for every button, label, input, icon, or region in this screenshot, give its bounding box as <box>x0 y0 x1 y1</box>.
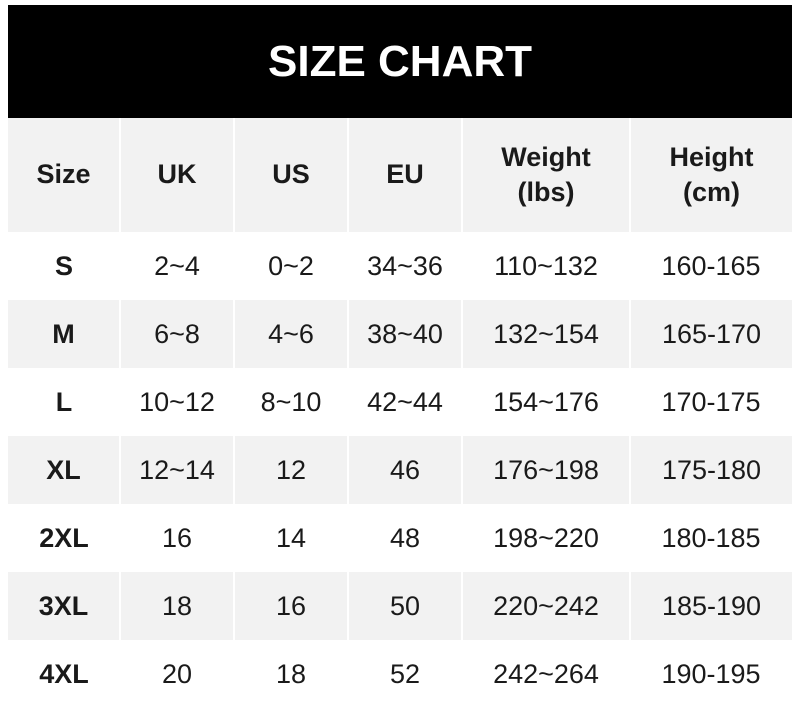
table-cell: 8~10 <box>260 386 322 417</box>
size-table: Size UK US EU Weight (lbs) Height (cm) S 2~4 0~2 3… <box>8 118 792 708</box>
table-cell: 12~14 <box>119 436 234 504</box>
table-row: S 2~4 0~2 34~36 110~132 160-165 <box>8 232 792 300</box>
column-header: Weight (lbs) <box>461 118 630 232</box>
size-cell: 2XL <box>39 522 89 553</box>
size-chart-title: SIZE CHART <box>8 5 792 118</box>
table-cell: 4~6 <box>233 300 348 368</box>
table-cell: 175-180 <box>629 436 792 504</box>
size-cell: 4XL <box>39 658 89 689</box>
table-cell: 50 <box>347 572 462 640</box>
header-row: Size UK US EU Weight (lbs) Height (cm) <box>8 118 792 232</box>
table-cell: 20 <box>161 658 193 689</box>
table-cell: 154~176 <box>493 386 599 417</box>
table-cell: 38~40 <box>347 300 462 368</box>
column-header: US <box>233 118 348 232</box>
table-cell: 160-165 <box>661 250 761 281</box>
table-row: 2XL 16 14 48 198~220 180-185 <box>8 504 792 572</box>
size-cell: 3XL <box>8 572 120 640</box>
size-cell: M <box>8 300 120 368</box>
table-cell: 190-195 <box>661 658 761 689</box>
table-cell: 16 <box>161 522 193 553</box>
table-cell: 110~132 <box>494 250 598 281</box>
table-cell: 0~2 <box>268 250 314 281</box>
table-cell: 34~36 <box>367 250 443 281</box>
table-cell: 176~198 <box>461 436 630 504</box>
table-row: XL 12~14 12 46 176~198 175-180 <box>8 436 792 504</box>
table-cell: 52 <box>389 658 421 689</box>
column-header: EU <box>347 118 462 232</box>
table-cell: 2~4 <box>154 250 200 281</box>
table-row: 3XL 18 16 50 220~242 185-190 <box>8 572 792 640</box>
table-cell: 170-175 <box>661 386 761 417</box>
table-cell: 132~154 <box>461 300 630 368</box>
table-row: 4XL 20 18 52 242~264 190-195 <box>8 640 792 708</box>
size-cell: S <box>54 250 73 281</box>
size-cell: XL <box>8 436 120 504</box>
table-row: L 10~12 8~10 42~44 154~176 170-175 <box>8 368 792 436</box>
column-header: Height (cm) <box>629 118 792 232</box>
table-cell: 180-185 <box>661 522 761 553</box>
table-cell: 220~242 <box>461 572 630 640</box>
table-cell: 165-170 <box>629 300 792 368</box>
table-cell: 14 <box>275 522 307 553</box>
table-cell: 242~264 <box>493 658 599 689</box>
table-cell: 46 <box>347 436 462 504</box>
column-header: Size <box>8 118 120 232</box>
table-cell: 185-190 <box>629 572 792 640</box>
table-cell: 18 <box>275 658 307 689</box>
table-cell: 18 <box>119 572 234 640</box>
table-cell: 42~44 <box>367 386 443 417</box>
table-cell: 16 <box>233 572 348 640</box>
table-cell: 198~220 <box>493 522 599 553</box>
column-header: UK <box>119 118 234 232</box>
table-cell: 10~12 <box>139 386 215 417</box>
size-cell: L <box>55 386 73 417</box>
table-cell: 12 <box>233 436 348 504</box>
table-row: M 6~8 4~6 38~40 132~154 165-170 <box>8 300 792 368</box>
table-cell: 6~8 <box>119 300 234 368</box>
table-cell: 48 <box>389 522 421 553</box>
